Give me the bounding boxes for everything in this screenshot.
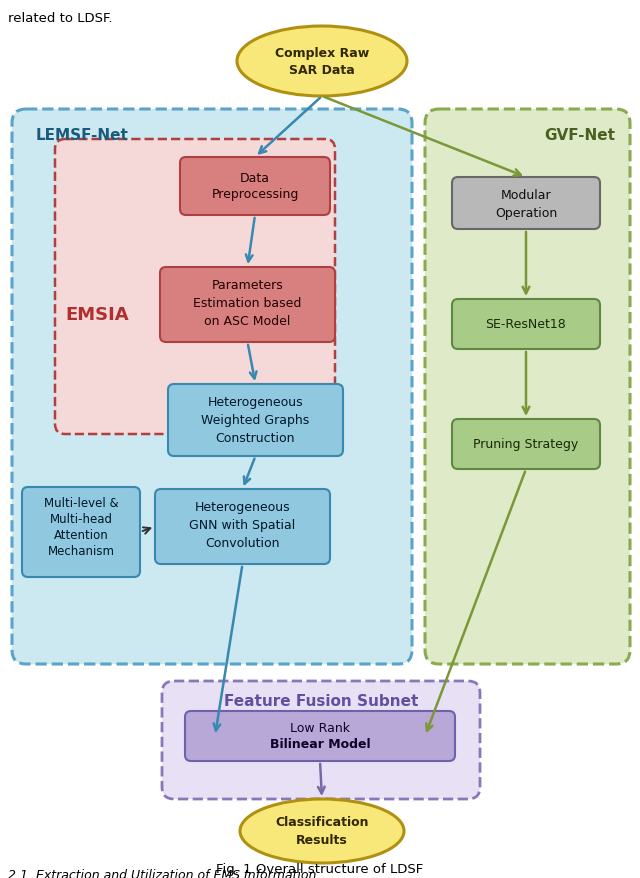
Text: Mechanism: Mechanism [47, 545, 115, 558]
FancyBboxPatch shape [22, 487, 140, 578]
Text: Weighted Graphs: Weighted Graphs [202, 414, 310, 427]
Text: LEMSF-Net: LEMSF-Net [36, 128, 129, 143]
Text: Pruning Strategy: Pruning Strategy [474, 438, 579, 451]
Text: Preprocessing: Preprocessing [211, 188, 299, 201]
Text: Modular: Modular [500, 190, 551, 202]
Text: SE-ResNet18: SE-ResNet18 [486, 318, 566, 331]
Text: 2.1. Extraction and Utilization of EMS Information: 2.1. Extraction and Utilization of EMS I… [8, 868, 316, 878]
Text: related to LDSF.: related to LDSF. [8, 12, 113, 25]
Text: GVF-Net: GVF-Net [545, 128, 616, 143]
Text: Feature Fusion Subnet: Feature Fusion Subnet [224, 694, 418, 709]
FancyBboxPatch shape [168, 385, 343, 457]
Text: Heterogeneous: Heterogeneous [195, 501, 291, 514]
FancyBboxPatch shape [162, 681, 480, 799]
FancyBboxPatch shape [55, 140, 335, 435]
Text: GNN with Spatial: GNN with Spatial [189, 519, 296, 532]
FancyBboxPatch shape [452, 178, 600, 230]
Text: Construction: Construction [216, 432, 295, 445]
FancyBboxPatch shape [155, 489, 330, 565]
Text: Classification: Classification [275, 816, 369, 829]
Ellipse shape [237, 27, 407, 97]
Text: Convolution: Convolution [205, 536, 280, 550]
Text: EMSIA: EMSIA [65, 306, 129, 324]
Text: Bilinear Model: Bilinear Model [269, 738, 371, 751]
Text: Low Rank: Low Rank [290, 722, 350, 735]
Text: SAR Data: SAR Data [289, 64, 355, 77]
Text: Operation: Operation [495, 207, 557, 220]
Text: Complex Raw: Complex Raw [275, 47, 369, 60]
FancyBboxPatch shape [452, 299, 600, 349]
Ellipse shape [240, 799, 404, 863]
Text: Multi-level &: Multi-level & [44, 497, 118, 510]
Text: Heterogeneous: Heterogeneous [208, 396, 303, 409]
FancyBboxPatch shape [425, 110, 630, 665]
Text: Multi-head: Multi-head [49, 513, 113, 526]
Text: Data: Data [240, 172, 270, 185]
Text: Attention: Attention [54, 529, 108, 542]
FancyBboxPatch shape [12, 110, 412, 665]
FancyBboxPatch shape [185, 711, 455, 761]
Text: on ASC Model: on ASC Model [204, 315, 291, 328]
FancyBboxPatch shape [452, 420, 600, 470]
FancyBboxPatch shape [160, 268, 335, 342]
FancyBboxPatch shape [180, 158, 330, 216]
Text: Parameters: Parameters [212, 279, 284, 292]
Text: Fig. 1 Overall structure of LDSF: Fig. 1 Overall structure of LDSF [216, 862, 424, 875]
Text: Results: Results [296, 833, 348, 846]
Text: Estimation based: Estimation based [193, 297, 301, 310]
